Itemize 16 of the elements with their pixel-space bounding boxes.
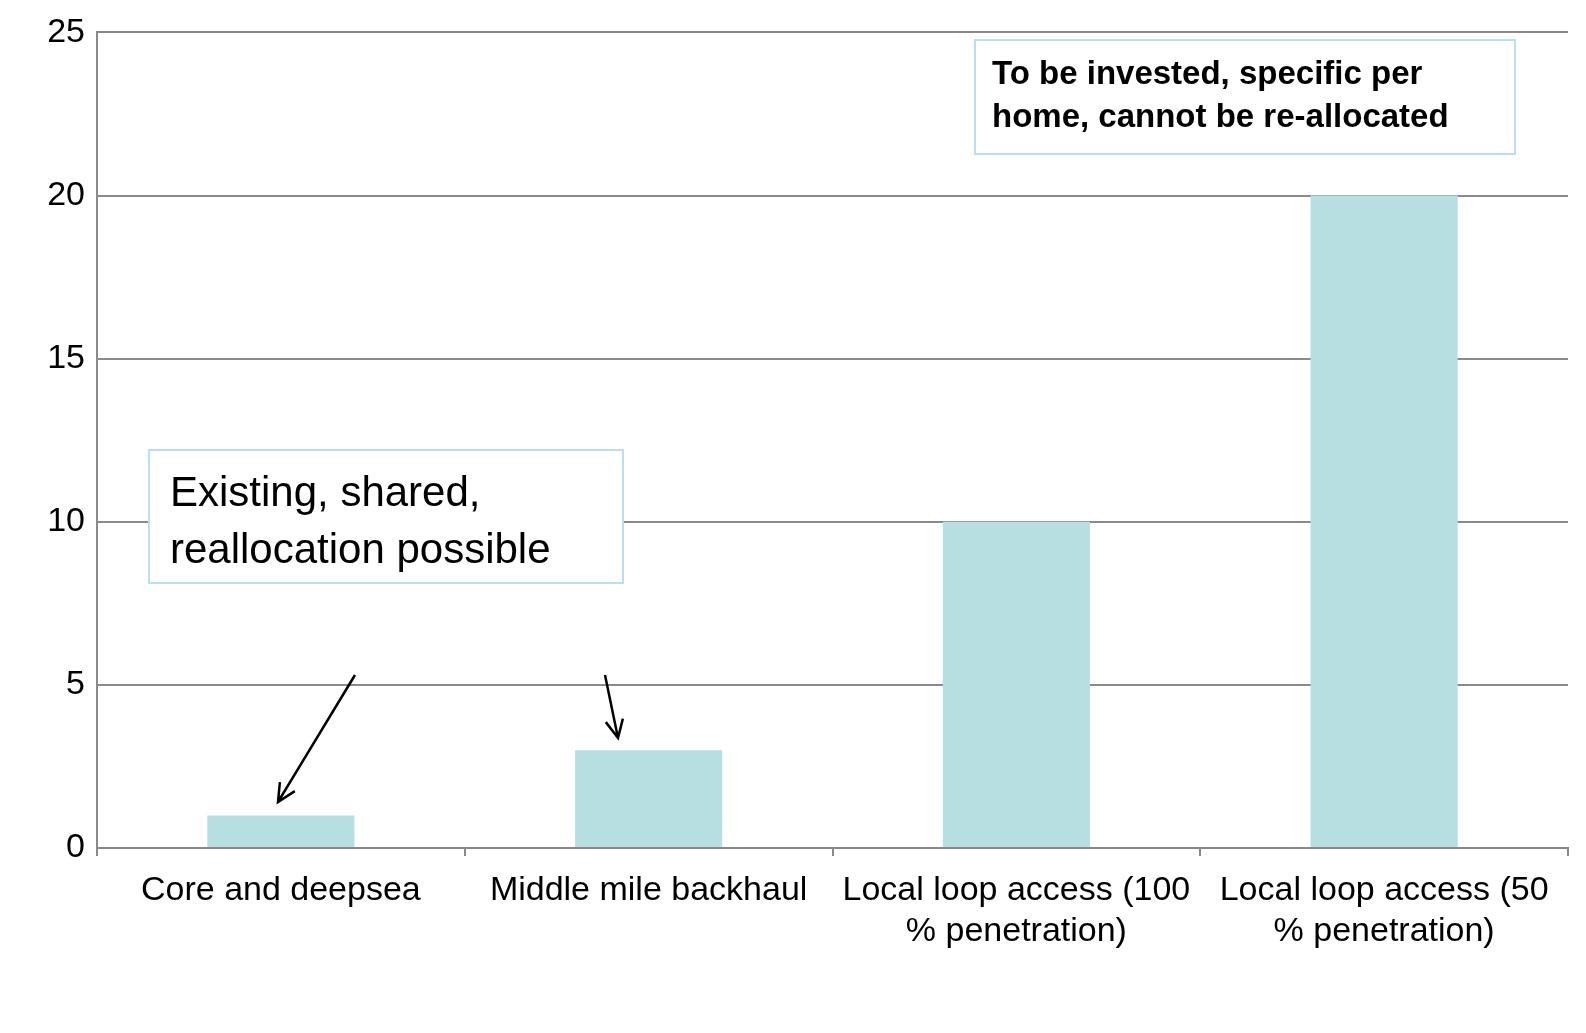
- annotation: To be invested, specific per home, cannot be re-allocated: [974, 39, 1516, 155]
- y-tick-label: 20: [47, 173, 85, 212]
- y-tick-label: 10: [47, 500, 85, 539]
- annotation: Existing, shared, reallocation possible: [148, 449, 624, 584]
- x-tick-label: Middle mile backhaul: [489, 868, 808, 907]
- bar: [942, 521, 1090, 847]
- bar: [575, 750, 723, 847]
- y-tick-label: 15: [47, 337, 85, 376]
- x-tick-label: Core and deepsea: [140, 868, 421, 907]
- y-tick-label: 25: [47, 10, 85, 49]
- y-tick-label: 0: [66, 826, 85, 865]
- x-tick-label: Local loop access (50 % penetration): [1219, 868, 1549, 948]
- x-tick-label: Local loop access (100 % penetration): [842, 868, 1191, 948]
- y-tick-label: 5: [66, 663, 85, 702]
- bar: [1310, 195, 1458, 847]
- bar: [207, 815, 355, 847]
